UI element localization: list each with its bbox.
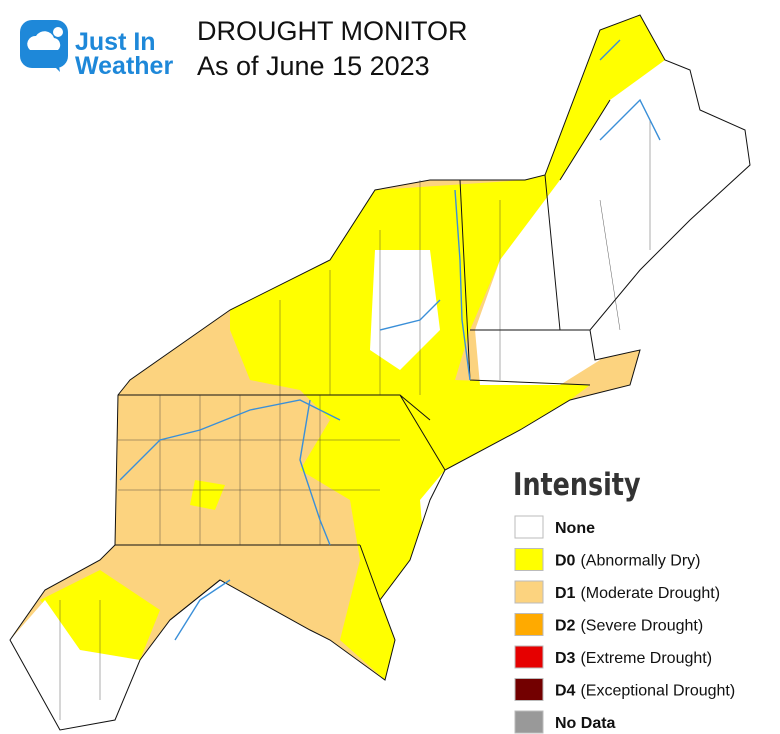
legend-code: D2 — [555, 618, 576, 635]
legend-swatch — [514, 613, 544, 636]
legend-code: D3 — [555, 650, 576, 667]
outline — [9, 14, 751, 731]
legend-title: Intensity — [513, 467, 641, 503]
region-none-new-england — [475, 60, 750, 385]
legend-swatch — [514, 515, 544, 539]
rivers — [119, 39, 661, 641]
legend-code: D1 — [555, 585, 576, 602]
legend-label: (Severe Drought) — [580, 618, 703, 635]
logo-line1: Just In — [75, 28, 156, 56]
legend-swatch — [514, 645, 544, 669]
legend: Intensity None D0 (Abnormally Dry)D1 (Moder… — [513, 467, 735, 734]
legend-label: (Exceptional Drought) — [580, 683, 735, 700]
legend-swatch — [514, 580, 544, 604]
region-none-ny — [370, 250, 440, 370]
logo-line2: Weather — [75, 52, 173, 80]
legend-code: D0 — [555, 553, 576, 570]
region-d0-north — [230, 15, 665, 680]
county-lines — [59, 120, 651, 720]
legend-swatch — [514, 678, 544, 701]
legend-swatch — [514, 548, 544, 571]
legend-swatch — [514, 710, 544, 734]
legend-code: D4 — [555, 683, 576, 700]
logo: Just In Weather — [20, 20, 173, 80]
logo-snowflake — [53, 27, 63, 37]
legend-code: None — [555, 520, 595, 537]
legend-label: (Moderate Drought) — [580, 585, 720, 602]
logo-cloud — [27, 31, 61, 50]
legend-label: (Abnormally Dry) — [580, 553, 700, 570]
map-title: DROUGHT MONITOR — [197, 16, 468, 46]
logo-tail — [50, 60, 60, 72]
state-borders — [115, 99, 611, 621]
map — [9, 14, 751, 731]
legend-code: No Data — [555, 715, 616, 732]
region-none-nj — [420, 470, 445, 560]
region-d0-pa — [190, 480, 225, 510]
legend-label: (Extreme Drought) — [580, 650, 712, 667]
map-subtitle: As of June 15 2023 — [197, 51, 430, 81]
